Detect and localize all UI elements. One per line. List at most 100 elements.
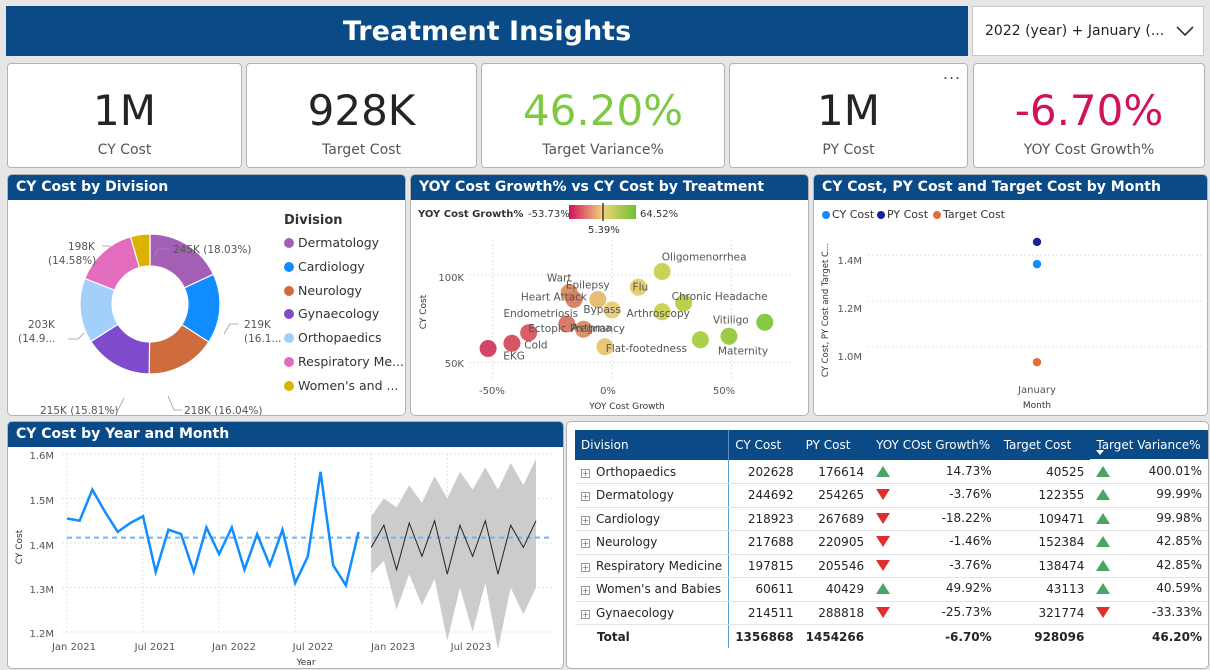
scatter-point[interactable] <box>479 340 497 357</box>
target-variance-cell: 99.99% <box>1090 483 1208 508</box>
total-target-cost: 928096 <box>1034 629 1085 644</box>
legend-item[interactable]: Gynaecology <box>284 306 379 321</box>
donut-chart[interactable]: 245K (18.03%) 219K (16.1... 218K (16.04%… <box>8 200 283 416</box>
legend-item[interactable]: Orthopaedics <box>284 330 382 345</box>
legend-item[interactable]: Women's and ... <box>284 378 398 393</box>
scatter-point[interactable] <box>653 303 671 321</box>
triangle-down-icon <box>876 489 891 501</box>
triangle-down-icon <box>876 606 891 618</box>
cy-cost-cell: 214511 <box>728 601 800 625</box>
table-row[interactable]: + Gynaecology 214511 288818 -25.73% 321774 -33… <box>575 601 1208 625</box>
expand-icon[interactable]: + <box>581 539 590 549</box>
scatter-point[interactable] <box>653 263 671 280</box>
month-point[interactable] <box>1032 259 1042 269</box>
triangle-up-icon <box>1096 466 1111 477</box>
scatter-point[interactable] <box>756 313 774 331</box>
column-header-yoy-growth[interactable]: YOY COst Growth% <box>870 430 998 460</box>
yoy-growth-cell: -3.76% <box>870 483 998 508</box>
scatter-point[interactable] <box>720 327 738 345</box>
scatter-point-label: Ectopic Pregnancy <box>528 323 625 335</box>
table-row[interactable]: + Respiratory Medicine 197815 205546 -3.76% 1… <box>575 554 1208 578</box>
scatter-point[interactable] <box>520 324 538 342</box>
table-row[interactable]: + Orthopaedics 202628 176614 14.73% 40525 400.… <box>575 460 1208 484</box>
table-row[interactable]: + Dermatology 244692 254265 -3.76% 122355 99.9… <box>575 483 1208 508</box>
target-variance-value: 42.85% <box>1156 557 1202 572</box>
legend-item[interactable]: Neurology <box>284 283 362 298</box>
scatter-point[interactable] <box>629 278 647 296</box>
expand-icon[interactable]: + <box>581 468 590 478</box>
yoy-growth-value: 14.73% <box>945 463 992 478</box>
table-total-row: Total 1356868 1454266 -6.70% 928096 46.20% <box>575 624 1208 648</box>
forecast-band <box>371 458 536 650</box>
expand-icon[interactable]: + <box>581 609 590 619</box>
scatter-point[interactable] <box>675 294 693 312</box>
date-slicer-dropdown[interactable]: 2022 (year) + January (... <box>972 6 1204 56</box>
division-cell: + Dermatology <box>575 483 729 508</box>
target-variance-cell: 42.85% <box>1090 554 1208 578</box>
legend-item[interactable]: PY Cost <box>877 208 928 221</box>
table-row[interactable]: + Women's and Babies 60611 40429 49.92% 43113… <box>575 577 1208 602</box>
expand-icon[interactable]: + <box>581 586 590 596</box>
expand-icon[interactable]: + <box>581 515 590 525</box>
scatter-point[interactable] <box>574 320 592 338</box>
legend-item[interactable]: Target Cost <box>933 208 1005 221</box>
scatter-point[interactable] <box>691 331 709 349</box>
scatter-point[interactable] <box>558 315 576 333</box>
more-options-icon[interactable]: ... <box>942 64 962 83</box>
triangle-up-icon <box>876 465 891 477</box>
legend-item[interactable]: CY Cost <box>822 208 874 221</box>
kpi-label: YOY Cost Growth% <box>1023 142 1155 158</box>
column-header-py-cost[interactable]: PY Cost <box>799 430 871 460</box>
legend-item[interactable]: Dermatology <box>284 235 379 250</box>
donut-label: 245K (18.03%) <box>173 244 252 256</box>
legend-dot <box>284 285 294 296</box>
division-name: Gynaecology <box>596 605 675 620</box>
x-tick: -50% <box>479 386 505 397</box>
py-cost-cell: 176614 <box>799 460 871 484</box>
trend-line-chart[interactable]: 1.6M 1.5M 1.4M 1.3M 1.2M Jan 2021 Jul 20… <box>8 447 564 669</box>
expand-icon[interactable]: + <box>581 492 590 502</box>
x-axis-label: YOY Cost Growth <box>588 402 664 412</box>
kpi-card-target-cost: 928K Target Cost <box>246 63 477 168</box>
column-header-cy-cost[interactable]: CY Cost <box>728 430 800 460</box>
column-header-target-variance[interactable]: Target Variance% <box>1090 430 1208 461</box>
expand-icon[interactable]: + <box>581 562 590 572</box>
table-row[interactable]: + Neurology 217688 220905 -1.46% 152384 42.85% <box>575 530 1208 555</box>
division-cell: + Gynaecology <box>575 601 729 625</box>
legend-item[interactable]: Respiratory Me... <box>284 354 404 369</box>
yoy-growth-value: -25.73% <box>941 604 992 619</box>
scatter-point[interactable] <box>603 301 621 319</box>
panel-title: CY Cost by Year and Month <box>8 422 563 447</box>
table-row[interactable]: + Cardiology 218923 267689 -18.22% 109471 99.9… <box>575 507 1208 531</box>
sort-descending-icon <box>1096 449 1105 455</box>
triangle-up-icon <box>1096 536 1111 548</box>
scatter-point[interactable] <box>596 338 614 356</box>
scatter-point[interactable] <box>565 291 583 308</box>
scatter-point[interactable] <box>503 334 521 352</box>
yoy-growth-value: 49.92% <box>945 581 992 596</box>
target-cost-cell: 321774 <box>997 601 1091 625</box>
cost-by-month-chart[interactable]: 1.4M 1.2M 1.0M January Month CY Cost, PY… <box>814 200 1208 416</box>
yoy-growth-cell: -18.22% <box>870 507 998 531</box>
scatter-point-label: Flat-footedness <box>606 343 687 355</box>
month-point[interactable] <box>1032 357 1042 367</box>
scatter-point-label: Maternity <box>718 345 768 357</box>
column-header-division[interactable]: Division <box>575 430 729 460</box>
legend-item[interactable]: Cardiology <box>284 259 365 274</box>
triangle-up-icon <box>1096 559 1111 571</box>
scatter-point[interactable] <box>589 291 607 308</box>
kpi-value: -6.70% <box>1014 86 1164 135</box>
kpi-label: PY Cost <box>822 142 875 158</box>
triangle-up-icon <box>876 583 891 595</box>
target-variance-cell: -33.33% <box>1090 601 1208 625</box>
scatter-point-label: Flu <box>633 281 649 293</box>
division-cell: + Cardiology <box>575 507 729 531</box>
target-cost-cell: 40525 <box>997 460 1091 484</box>
donut-slice-7[interactable] <box>129 233 151 269</box>
month-point[interactable] <box>1032 237 1042 247</box>
division-name: Cardiology <box>596 511 661 526</box>
legend-label: PY Cost <box>887 208 929 221</box>
column-header-target-cost[interactable]: Target Cost <box>997 430 1091 460</box>
scatter-chart[interactable]: YOY Cost Growth% -53.73% 64.52% 5.39% Ol… <box>411 200 809 416</box>
scatter-point-label: Endometriosis <box>503 308 578 320</box>
